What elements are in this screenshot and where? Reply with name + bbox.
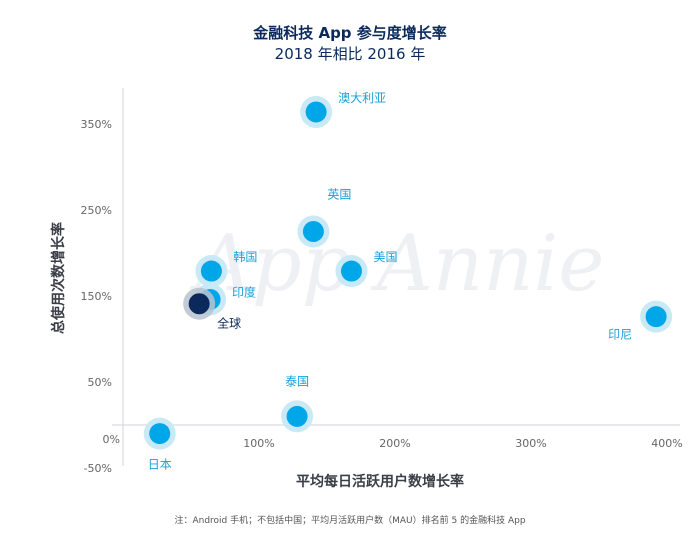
x-tick-label: 200% (379, 437, 410, 450)
y-tick-label: 250% (81, 204, 112, 217)
y-tick-label: 150% (81, 290, 112, 303)
x-tick-label: 100% (243, 437, 274, 450)
x-axis-label: 平均每日活跃用户数增长率 (296, 474, 464, 490)
x-tick-label: 400% (651, 437, 682, 450)
point-label: 澳大利亚 (338, 91, 386, 105)
data-point: 泰国 (281, 374, 314, 433)
x-tick-label: 300% (515, 437, 546, 450)
point-marker (340, 260, 362, 282)
y-tick-label: 350% (81, 118, 112, 131)
point-marker (286, 405, 308, 427)
y-tick-label: -50% (84, 462, 112, 475)
x-tick-label: 0% (103, 433, 120, 446)
chart-title: 金融科技 App 参与度增长率 (253, 24, 447, 42)
point-marker (188, 293, 210, 315)
point-marker (200, 260, 222, 282)
point-label: 全球 (217, 316, 241, 331)
point-marker (305, 101, 327, 123)
y-axis-label: 总使用次数增长率 (51, 222, 67, 334)
point-label: 泰国 (285, 374, 309, 388)
point-marker (302, 221, 324, 242)
point-label: 印度 (232, 284, 256, 299)
point-marker (645, 306, 667, 328)
data-point: 韩国 (195, 249, 257, 288)
point-label: 美国 (373, 250, 397, 264)
data-point: 印尼 (608, 300, 673, 342)
point-label: 韩国 (233, 249, 257, 264)
chart-subtitle: 2018 年相比 2016 年 (274, 45, 426, 63)
data-point: 英国 (297, 188, 351, 248)
watermark: App Annie (190, 219, 605, 309)
data-point: 澳大利亚 (300, 91, 386, 128)
data-point: 日本 (143, 417, 176, 472)
data-point: 全球 (183, 287, 241, 331)
point-label: 英国 (327, 188, 351, 202)
point-label: 印尼 (608, 328, 632, 342)
point-label: 日本 (148, 458, 172, 472)
y-tick-label: 50% (88, 376, 112, 389)
footnote: 注：Android 手机；不包括中国；平均月活跃用户数（MAU）排名前 5 的金… (174, 516, 526, 526)
point-marker (149, 423, 171, 445)
data-point: 美国 (335, 250, 397, 288)
